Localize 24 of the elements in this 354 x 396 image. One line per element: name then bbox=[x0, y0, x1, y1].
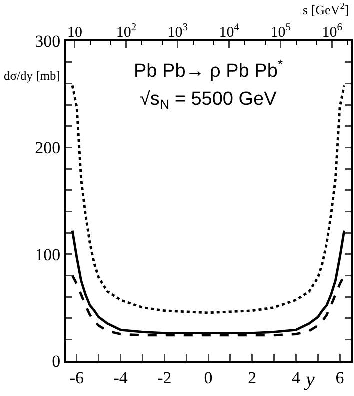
x2-tick-label: 10$^{5}$ bbox=[270, 22, 292, 41]
y-tick-label: 0 bbox=[52, 352, 61, 371]
annotation: √s$_{N}$ = 5500 GeV bbox=[140, 89, 278, 112]
y-tick-label: 100 bbox=[35, 245, 61, 264]
x-tick-label: 6 bbox=[336, 368, 344, 388]
x2-tick-label: 10$^{4}$ bbox=[219, 22, 240, 41]
x-tick-label: -6 bbox=[70, 368, 84, 388]
x-axis-title: y bbox=[304, 369, 315, 391]
line-series bbox=[71, 230, 346, 334]
x2-tick-label: 10$^{6}$ bbox=[322, 22, 343, 41]
x-tick-label: 4 bbox=[292, 368, 301, 388]
y-axis-title: dσ/dy [mb] bbox=[4, 69, 60, 83]
x2-tick-label: 10 bbox=[67, 25, 82, 41]
x-tick-label: 2 bbox=[248, 368, 257, 388]
line-series bbox=[71, 84, 346, 314]
x-tick-label: -4 bbox=[114, 368, 128, 388]
annotation: Pb Pb→ ρ Pb Pb$^{*}$ bbox=[134, 57, 284, 82]
x2-tick-label: 10$^{3}$ bbox=[168, 22, 188, 41]
x2-tick-label: 10$^{2}$ bbox=[116, 22, 137, 41]
y-tick-label: 300 bbox=[35, 32, 61, 51]
x-tick-label: -2 bbox=[158, 368, 172, 388]
x2-axis-title: s [GeV$^{2}$] bbox=[303, 1, 350, 18]
y-tick-label: 200 bbox=[35, 138, 61, 158]
x-tick-label: 0 bbox=[204, 368, 213, 388]
